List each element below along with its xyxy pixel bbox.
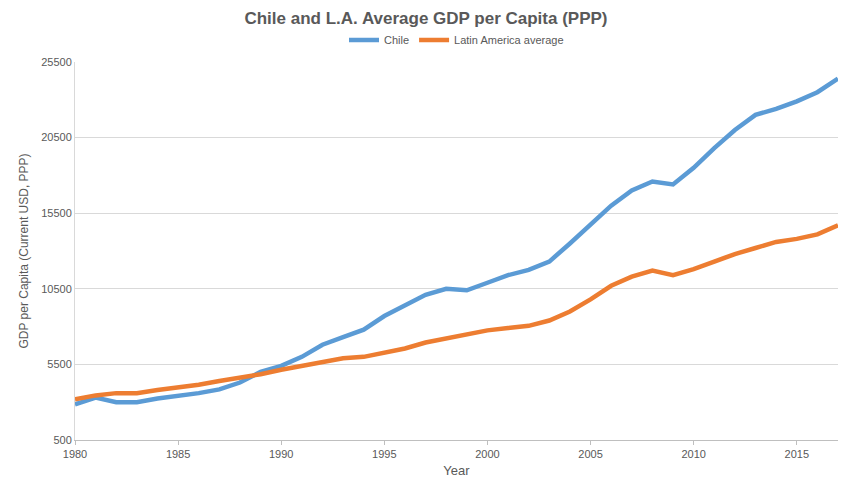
svg-text:1985: 1985 [166,448,190,460]
svg-text:1990: 1990 [269,448,293,460]
svg-text:500: 500 [53,434,71,446]
svg-text:5500: 5500 [47,358,71,370]
svg-text:GDP per Capita (Current USD, P: GDP per Capita (Current USD, PPP) [17,153,31,348]
svg-text:15500: 15500 [41,207,72,219]
svg-text:Latin America average: Latin America average [454,34,563,46]
svg-text:10500: 10500 [41,283,72,295]
svg-text:1995: 1995 [372,448,396,460]
svg-text:2005: 2005 [578,448,602,460]
svg-text:25500: 25500 [41,56,72,68]
svg-text:2010: 2010 [681,448,705,460]
svg-text:2015: 2015 [785,448,809,460]
svg-text:Chile and L.A. Average GDP per: Chile and L.A. Average GDP per Capita (P… [244,9,607,28]
svg-text:Chile: Chile [384,34,409,46]
svg-text:2000: 2000 [475,448,499,460]
svg-text:Year: Year [443,463,470,478]
svg-text:1980: 1980 [63,448,87,460]
svg-text:20500: 20500 [41,131,72,143]
